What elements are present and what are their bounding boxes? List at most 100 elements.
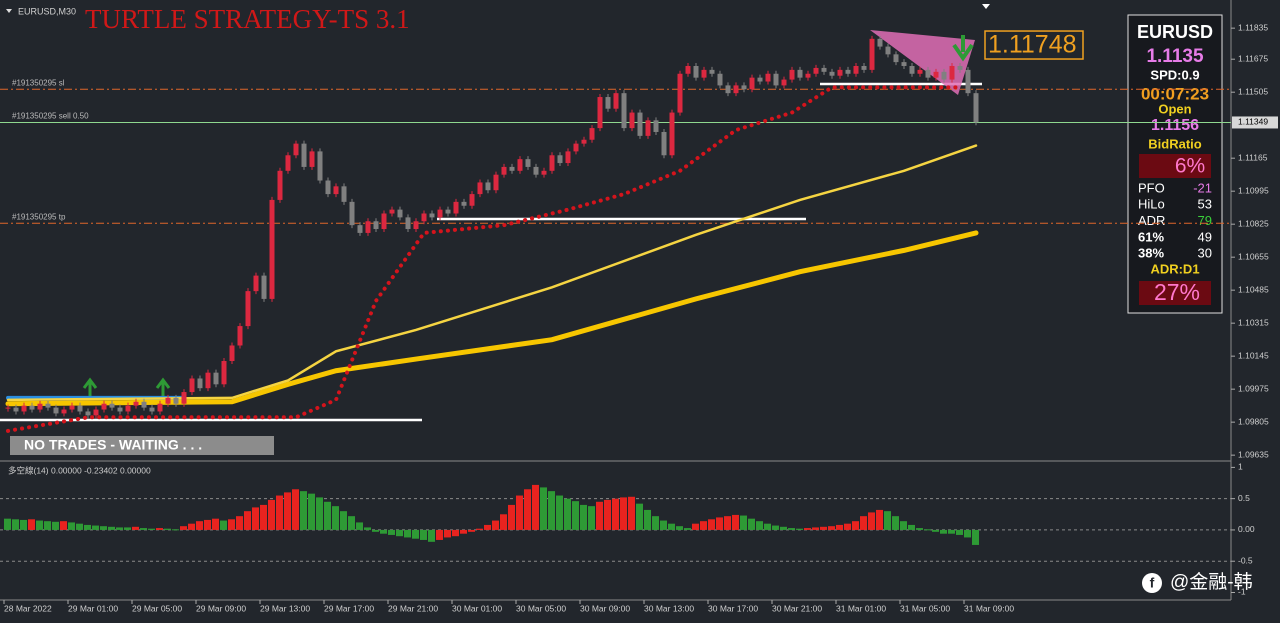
histogram-bar	[580, 504, 587, 530]
info-row-value: -21	[1193, 180, 1212, 195]
info-spread: SPD:0.9	[1150, 67, 1199, 82]
info-open: 1.1156	[1151, 117, 1199, 134]
info-row-label: PFO	[1138, 180, 1165, 195]
menu-arrow[interactable]	[6, 9, 12, 13]
histogram-bar	[564, 498, 571, 530]
candle	[701, 69, 707, 78]
histogram-bar	[308, 493, 315, 530]
histogram-bar	[180, 526, 187, 530]
candle	[157, 403, 163, 412]
histogram-bar	[500, 514, 507, 530]
candle	[245, 291, 251, 327]
candle	[77, 405, 83, 412]
histogram-bar	[244, 511, 251, 530]
histogram-bar	[524, 489, 531, 530]
histogram-bar	[804, 528, 811, 530]
candle	[941, 71, 947, 80]
candle	[525, 159, 531, 167]
histogram-bar	[908, 524, 915, 530]
histogram-bar	[284, 492, 291, 530]
x-tick-label: 30 Mar 01:00	[452, 603, 502, 613]
y-tick-label: 1.09805	[1238, 416, 1269, 426]
histogram-bar	[708, 519, 715, 530]
candle	[381, 213, 387, 230]
histogram-bar	[12, 519, 19, 530]
info-adr-d1: 27%	[1154, 279, 1200, 305]
y-tick-label: 1.11165	[1238, 152, 1268, 162]
x-tick-label: 29 Mar 01:00	[68, 603, 118, 613]
histogram-bar	[884, 511, 891, 530]
histogram-bar	[620, 497, 627, 530]
candle	[421, 213, 427, 222]
candle	[949, 65, 955, 80]
histogram-bar	[668, 523, 675, 530]
candle	[93, 409, 99, 416]
histogram-bar	[924, 529, 931, 531]
buy-arrow	[82, 377, 98, 398]
histogram-bar	[636, 503, 643, 530]
histogram-bar	[92, 525, 99, 530]
candle	[109, 403, 115, 408]
histogram-bar	[356, 522, 363, 530]
candle	[37, 403, 43, 410]
info-bidratio-label: BidRatio	[1148, 136, 1202, 151]
histogram-bar	[588, 506, 595, 530]
price-tag-label: 1.11349	[1238, 117, 1268, 127]
order-label: #191350295 sell 0.50	[12, 112, 89, 121]
candle	[365, 221, 371, 233]
histogram-bar	[444, 529, 451, 538]
x-tick-label: 31 Mar 01:00	[836, 603, 886, 613]
info-bid: 1.1135	[1146, 46, 1203, 67]
histogram-bar	[468, 529, 475, 532]
histogram-bar	[380, 529, 387, 534]
x-tick-label: 29 Mar 09:00	[196, 603, 246, 613]
histogram-bar	[404, 529, 411, 538]
histogram-bar	[844, 523, 851, 530]
histogram-bar	[740, 515, 747, 530]
watermark: @金融-韩	[1170, 571, 1253, 593]
histogram-bar	[780, 526, 787, 530]
y-tick-label: 1.10825	[1238, 218, 1269, 228]
candle	[677, 73, 683, 113]
candle	[661, 131, 667, 156]
order-label: #191350295 sl	[12, 78, 65, 87]
histogram-bar	[252, 507, 259, 530]
y-tick-label: 1.09635	[1238, 449, 1269, 459]
y-tick-label: 1.11505	[1238, 86, 1268, 96]
candle	[973, 93, 979, 123]
watermark-icon	[1142, 573, 1162, 593]
histogram-bar	[676, 526, 683, 530]
candle	[493, 174, 499, 191]
histogram-bar	[204, 519, 211, 530]
candle	[485, 182, 491, 191]
candle	[309, 151, 315, 167]
x-tick-label: 30 Mar 13:00	[644, 603, 694, 613]
candle	[469, 194, 475, 206]
y-tick-label: 1.11675	[1238, 53, 1268, 63]
candle	[909, 65, 915, 74]
candle	[829, 71, 835, 76]
histogram-bar	[340, 511, 347, 530]
candle	[917, 69, 923, 74]
candle	[165, 397, 171, 404]
candle	[197, 378, 203, 389]
x-tick-label: 29 Mar 05:00	[132, 603, 182, 613]
candle	[501, 166, 507, 175]
indicator-label: 多空線(14) 0.00000 -0.23402 0.00000	[8, 465, 151, 475]
candle	[333, 186, 339, 195]
candle	[925, 69, 931, 78]
candle	[629, 112, 635, 129]
info-row-value: 30	[1198, 246, 1212, 261]
histogram-bar	[316, 497, 323, 530]
x-tick-label: 29 Mar 17:00	[324, 603, 374, 613]
histogram-bar	[812, 527, 819, 530]
candle	[445, 209, 451, 214]
candle	[13, 407, 19, 412]
candle	[69, 405, 75, 410]
y-tick-label: 1.10485	[1238, 284, 1269, 294]
candle	[509, 166, 515, 171]
candle	[613, 93, 619, 109]
histogram-bar	[396, 529, 403, 537]
histogram-bar	[60, 521, 67, 530]
